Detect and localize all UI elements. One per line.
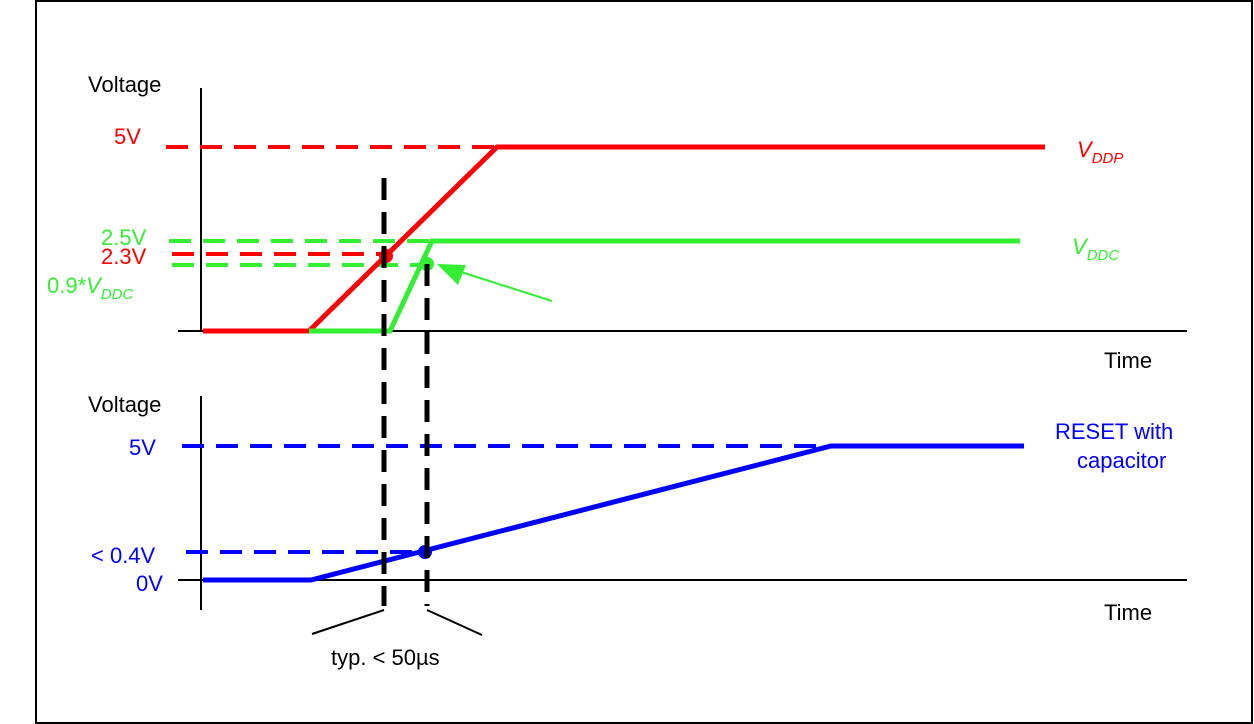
threshold-arrow-head — [437, 264, 466, 285]
reset-series-label-line2: capacitor — [1077, 448, 1166, 473]
reset-5v-label: 5V — [129, 435, 156, 460]
timing-markers: typ. < 50µs — [311, 178, 483, 670]
vddc-curve — [309, 238, 1020, 334]
vddc-2-5v-label: 2.5V — [101, 225, 147, 250]
vddp-curve — [203, 144, 1045, 334]
reset-series-label-line1: RESET with — [1055, 419, 1173, 444]
reset-0v-label: 0V — [136, 571, 163, 596]
top-y-axis-label: Voltage — [88, 72, 161, 97]
bottom-plot: Voltage Time 5V < 0.4V 0V RESET with cap… — [88, 392, 1187, 625]
top-x-axis-label: Time — [1104, 348, 1152, 373]
bottom-x-axis-label: Time — [1104, 600, 1152, 625]
vddp-2-3v-label: 2.3V — [101, 244, 147, 269]
vddp-series-label: VDDP — [1077, 137, 1123, 167]
reset-curve — [203, 443, 1024, 583]
reset-0-4v-label: < 0.4V — [91, 543, 156, 568]
threshold-arrow-shaft — [457, 270, 553, 302]
vddp-5v-label: 5V — [114, 124, 141, 149]
vddc-threshold-label: 0.9*VDDC — [47, 273, 134, 303]
timing-right-tick — [426, 609, 483, 636]
diagram-frame — [35, 0, 1253, 724]
top-plot: Voltage Time 5V 2.5V 2.3V 0.9*VDDC VDDP … — [47, 72, 1187, 373]
bottom-y-axis-label: Voltage — [88, 392, 161, 417]
timing-left-tick — [311, 609, 385, 635]
timing-annotation: typ. < 50µs — [331, 645, 440, 670]
vddc-series-label: VDDC — [1072, 234, 1119, 264]
